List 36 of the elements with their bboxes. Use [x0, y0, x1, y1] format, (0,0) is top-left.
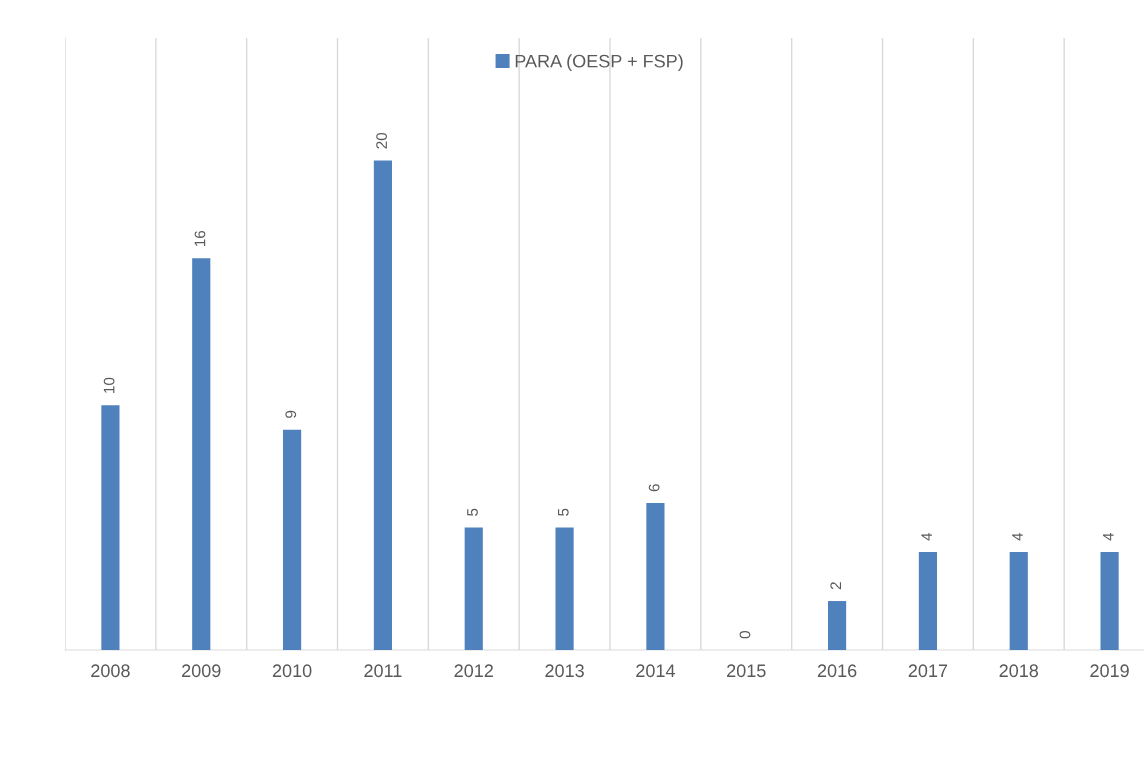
x-tick-label: 2018	[999, 664, 1039, 678]
bar	[646, 503, 665, 650]
x-tick-label: 2009	[182, 664, 221, 678]
data-label: 6	[648, 484, 660, 492]
x-tick-label: 2019	[1090, 664, 1129, 678]
data-label: 2	[830, 582, 842, 590]
x-tick-label: 2016	[817, 664, 857, 678]
data-label: 9	[285, 410, 297, 418]
bar	[828, 601, 847, 650]
data-label: 0	[739, 630, 751, 639]
bar	[464, 527, 483, 650]
x-tick-label: 2014	[636, 664, 675, 678]
x-tick-label: 2012	[454, 664, 493, 678]
bar	[101, 405, 120, 650]
data-label: 16	[194, 230, 206, 247]
data-label: 10	[103, 377, 115, 393]
bar	[283, 429, 302, 650]
data-label: 5	[558, 508, 569, 516]
bar	[192, 258, 211, 650]
bar	[1009, 552, 1028, 650]
x-tick-label: 2010	[272, 664, 312, 678]
data-label: 4	[1103, 532, 1114, 541]
x-tick-label: 2013	[545, 664, 584, 678]
bar	[555, 527, 574, 650]
data-label: 20	[376, 132, 388, 149]
x-tick-label: 2008	[91, 664, 130, 678]
bar	[1100, 552, 1119, 650]
bar	[373, 160, 392, 650]
legend-label: PARA (OESP + FSP)	[515, 54, 683, 72]
bar	[918, 552, 937, 650]
data-label: 5	[467, 508, 478, 516]
x-tick-label: 2017	[908, 664, 948, 678]
x-tick-label: 2011	[364, 664, 402, 678]
data-label: 4	[1012, 532, 1023, 541]
x-tick-label: 2015	[727, 664, 766, 678]
data-label: 4	[921, 532, 932, 541]
